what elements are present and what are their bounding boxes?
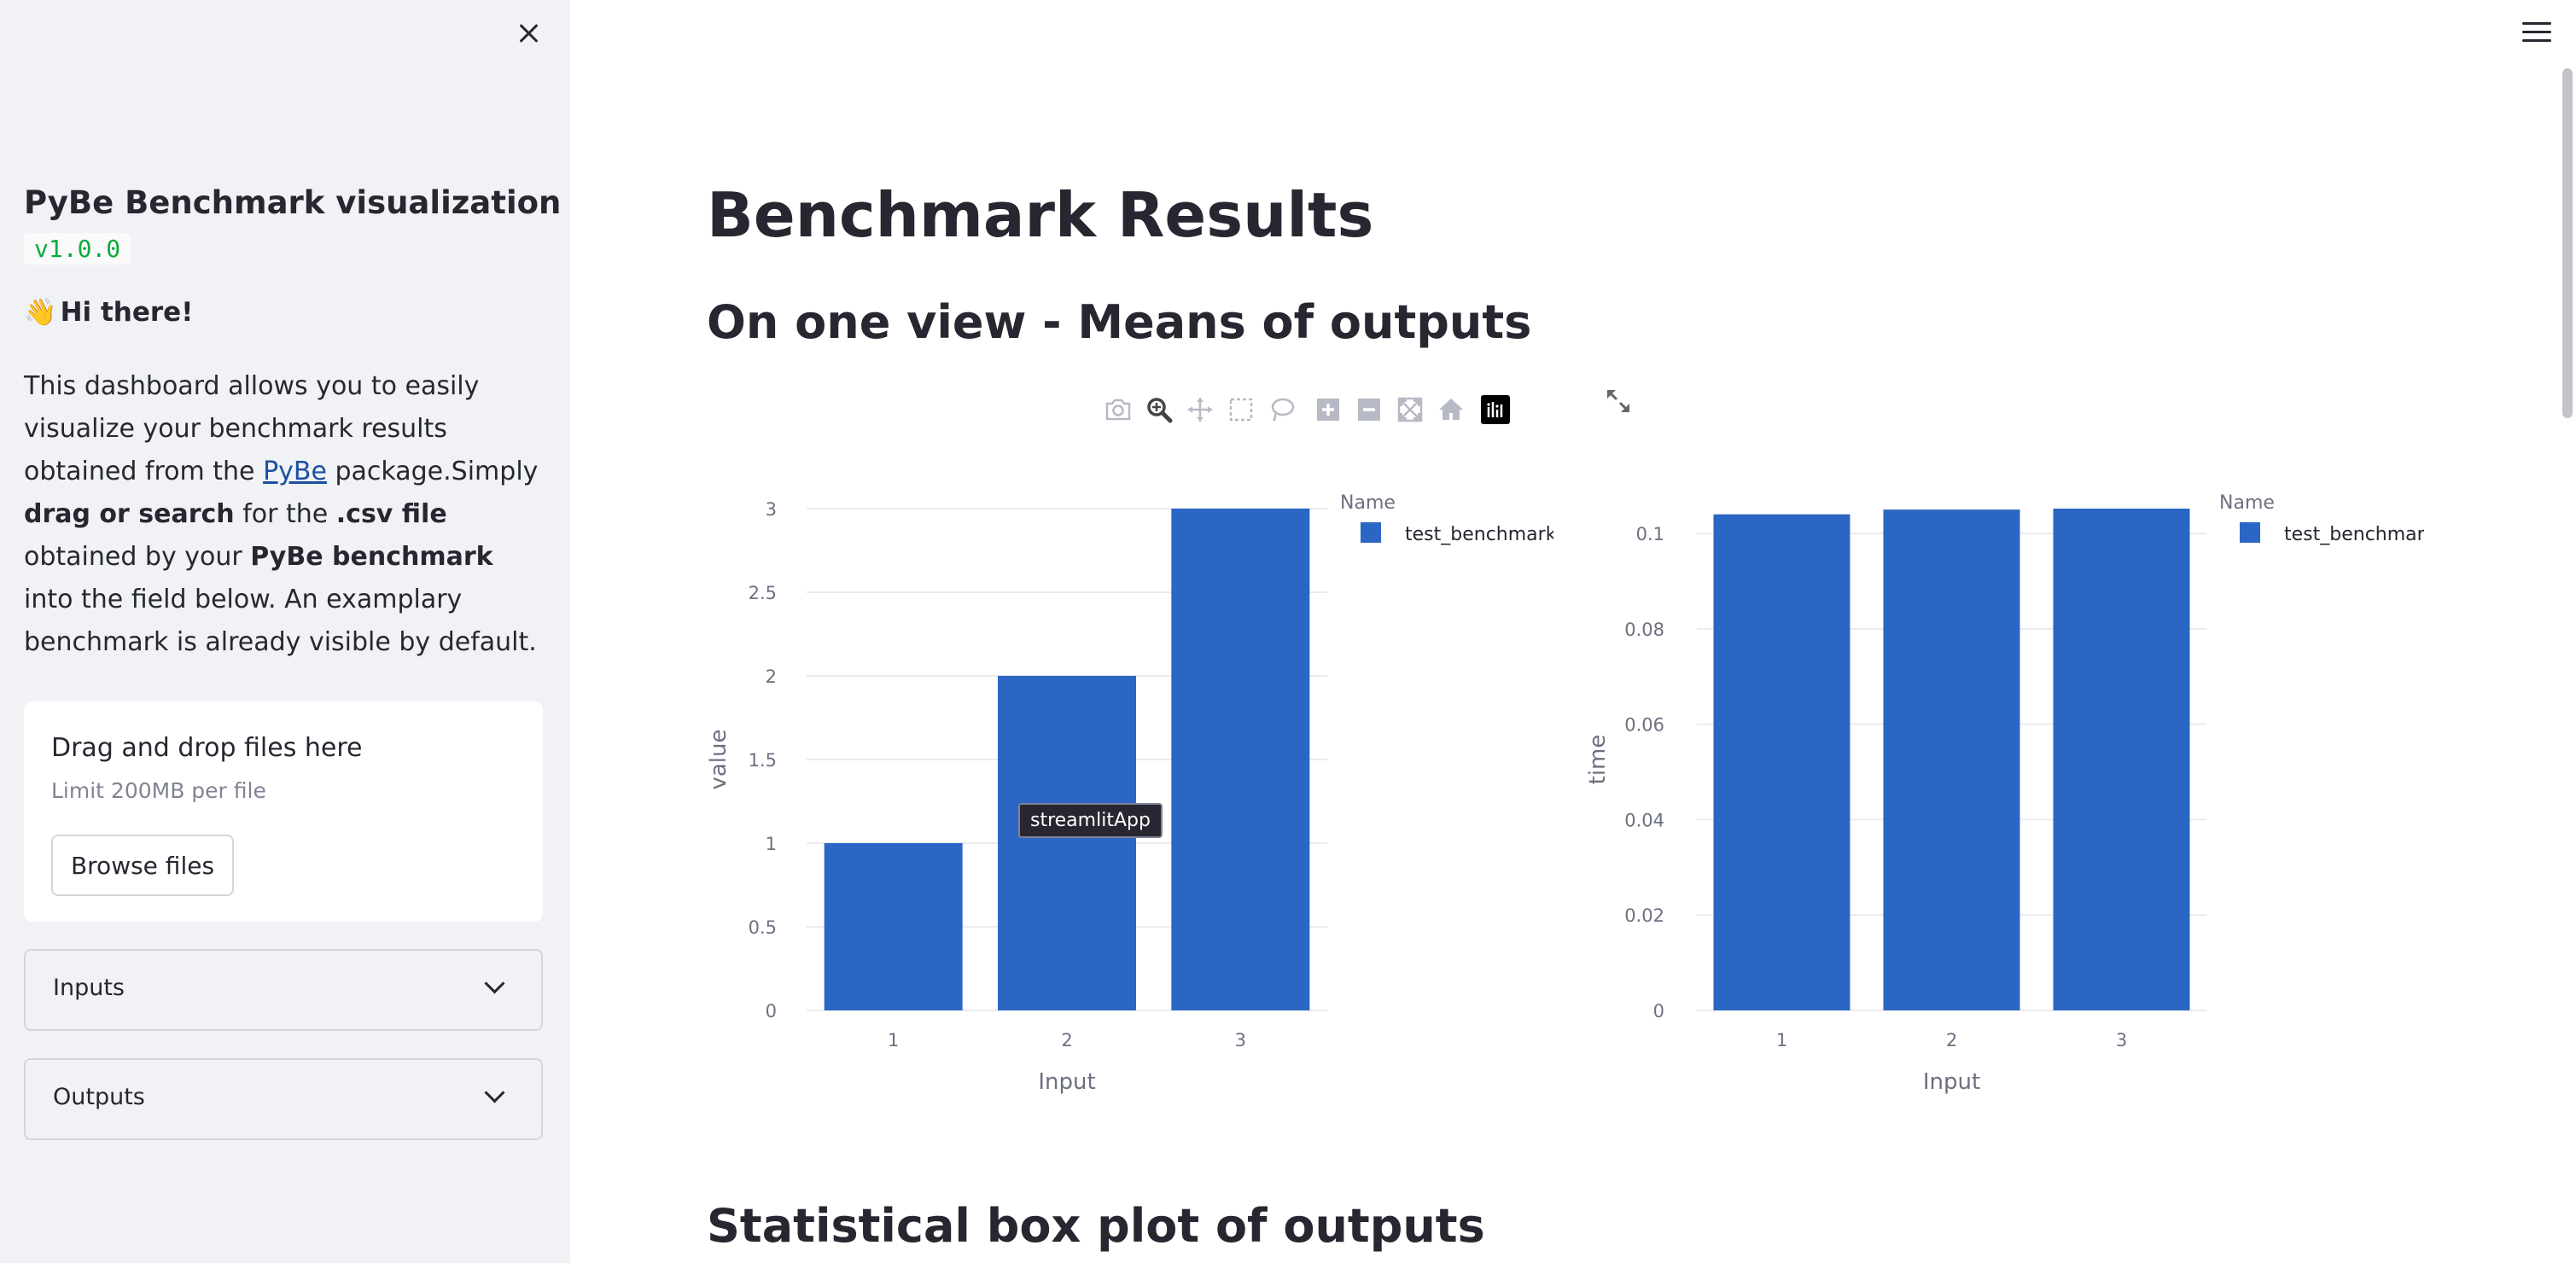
y-tick-label: 1.5 — [749, 750, 777, 771]
y-tick-label: 0.02 — [1624, 905, 1664, 926]
bar-1 — [1713, 514, 1850, 1010]
desc-text: This dashboard allows you to easily visu… — [24, 371, 480, 486]
y-tick-label: 2.5 — [749, 583, 777, 603]
legend-title: Name — [2219, 492, 2275, 514]
zoom-out-icon[interactable] — [1352, 393, 1386, 427]
pybe-link[interactable]: PyBe — [263, 457, 327, 486]
pan-icon[interactable] — [1183, 393, 1217, 427]
chevron-down-icon — [484, 973, 505, 994]
x-tick-label: 3 — [2116, 1030, 2127, 1051]
tooltip: streamlitApp — [1018, 803, 1163, 838]
x-tick-label: 1 — [1776, 1030, 1787, 1051]
outputs-expander[interactable]: Outputs — [24, 1058, 543, 1140]
dropzone-title: Drag and drop files here — [51, 733, 363, 763]
scrollbar[interactable] — [2562, 68, 2573, 418]
y-tick-label: 2 — [766, 666, 777, 687]
x-axis-label: Input — [1923, 1069, 1980, 1095]
y-tick-label: 0 — [766, 1001, 777, 1021]
file-size-limit: Limit 200MB per file — [51, 778, 266, 803]
bar-2 — [1883, 509, 2020, 1010]
bar-3 — [2053, 509, 2190, 1010]
zoom-icon[interactable] — [1142, 393, 1176, 427]
expander-label: Inputs — [53, 975, 125, 1001]
autoscale-icon[interactable] — [1393, 393, 1427, 427]
y-tick-label: 0.08 — [1624, 620, 1664, 640]
desc-text: obtained by your — [24, 542, 251, 572]
means-time-bar-chart: 0 0.02 0.04 0.06 0.08 0.1 1 2 3 Input time Name test… — [1585, 492, 2424, 1095]
x-tick-label: 1 — [888, 1030, 899, 1051]
greeting: 👋 Hi there! — [24, 296, 193, 328]
desc-bold: PyBe benchmark — [250, 542, 493, 572]
means-value-bar-chart: 0 0.5 1 1.5 2 2.5 3 1 2 3 Input value Name test_bench… — [706, 492, 1553, 1095]
desc-bold: .csv file — [335, 499, 447, 529]
x-tick-label: 3 — [1235, 1030, 1246, 1051]
waving-hand-icon: 👋 — [24, 297, 57, 328]
y-tick-label: 1 — [766, 834, 777, 854]
desc-text: into the field below. An examplary bench… — [24, 585, 537, 657]
section-heading-boxplot: Statistical box plot of outputs — [707, 1199, 1485, 1253]
page-title: Benchmark Results — [707, 179, 1374, 251]
greeting-text: Hi there! — [60, 297, 194, 328]
bar-2 — [998, 676, 1136, 1010]
legend-swatch — [2240, 522, 2260, 543]
bar-3 — [1171, 509, 1310, 1010]
legend-swatch — [1361, 522, 1381, 543]
fullscreen-icon[interactable] — [1601, 384, 1635, 418]
y-tick-label: 0.5 — [749, 917, 777, 938]
section-heading-means: On one view - Means of outputs — [707, 295, 1532, 349]
inputs-expander[interactable]: Inputs — [24, 949, 543, 1031]
sidebar-description: This dashboard allows you to easily visu… — [24, 365, 545, 664]
file-uploader[interactable]: Drag and drop files here Limit 200MB per… — [24, 701, 543, 922]
y-tick-label: 0.1 — [1636, 524, 1664, 544]
x-tick-label: 2 — [1946, 1030, 1957, 1051]
x-axis-label: Input — [1038, 1069, 1095, 1095]
camera-icon[interactable] — [1101, 393, 1135, 427]
desc-text: for the — [234, 499, 336, 529]
expander-label: Outputs — [53, 1084, 145, 1110]
reset-axes-icon[interactable] — [1434, 393, 1468, 427]
chevron-down-icon — [484, 1082, 505, 1103]
zoom-in-icon[interactable] — [1311, 393, 1345, 427]
main-menu-icon[interactable] — [2522, 22, 2551, 43]
desc-text: package.Simply — [326, 457, 539, 486]
y-tick-label: 0.04 — [1624, 810, 1664, 830]
y-axis-label: value — [706, 729, 731, 789]
legend-item-label: test_benchmark — [2284, 524, 2424, 545]
bar-1 — [824, 843, 963, 1010]
y-tick-label: 3 — [766, 499, 777, 520]
close-sidebar-button[interactable] — [510, 15, 546, 51]
desc-bold: drag or search — [24, 499, 235, 529]
x-tick-label: 2 — [1061, 1030, 1072, 1051]
plotly-logo-icon[interactable] — [1478, 393, 1512, 427]
version-badge: v1.0.0 — [24, 233, 131, 265]
sidebar: PyBe Benchmark visualization v1.0.0 👋 Hi … — [0, 0, 570, 1263]
box-select-icon[interactable] — [1224, 393, 1258, 427]
y-tick-label: 0 — [1653, 1001, 1664, 1021]
browse-files-button[interactable]: Browse files — [51, 835, 234, 896]
sidebar-title: PyBe Benchmark visualization — [24, 184, 562, 221]
lasso-icon[interactable] — [1265, 393, 1299, 427]
legend-title: Name — [1340, 492, 1396, 514]
y-axis-label: time — [1585, 735, 1611, 785]
legend-item-label: test_benchmark — [1405, 524, 1553, 545]
y-tick-label: 0.06 — [1624, 715, 1664, 736]
